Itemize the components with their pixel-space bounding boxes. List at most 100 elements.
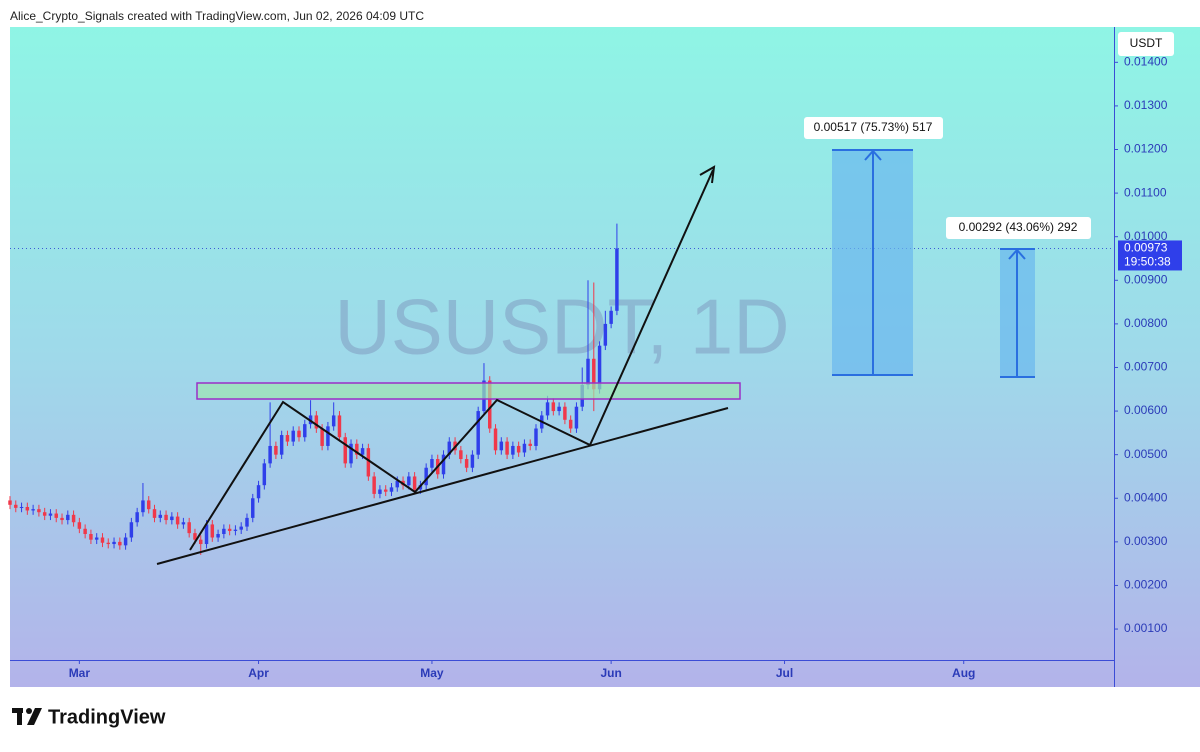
candle-body xyxy=(545,402,550,416)
candle-body xyxy=(135,512,139,523)
candle-body xyxy=(378,489,382,494)
candle-body xyxy=(239,526,243,530)
x-tick-label: May xyxy=(420,666,444,680)
candle-body xyxy=(331,415,336,427)
candle-body xyxy=(164,514,168,521)
candle-body xyxy=(412,476,417,490)
candle-body xyxy=(511,445,515,455)
countdown: 19:50:38 xyxy=(1124,255,1171,269)
candle-body xyxy=(320,428,324,446)
candle-body xyxy=(568,419,573,429)
candle-body xyxy=(389,487,394,492)
candle-body xyxy=(285,435,290,442)
candle-body xyxy=(505,441,509,455)
candle-body xyxy=(337,415,342,438)
candle-body xyxy=(31,509,35,511)
candle-body xyxy=(14,504,18,508)
candle-body xyxy=(372,476,376,494)
candle-body xyxy=(251,498,255,518)
candle-body xyxy=(222,528,226,535)
currency-box xyxy=(1118,32,1174,56)
y-tick-label: 0.01400 xyxy=(1124,54,1168,68)
candle-body xyxy=(129,522,134,538)
candle-body xyxy=(268,445,272,464)
candle-body xyxy=(204,524,209,545)
candle-body xyxy=(199,539,203,545)
x-tick-label: Aug xyxy=(952,666,975,680)
candle-body xyxy=(592,358,596,390)
annotation-box xyxy=(946,217,1091,239)
x-tick-label: Jun xyxy=(600,666,621,680)
candle-body xyxy=(279,435,284,455)
resistance-zone xyxy=(196,382,741,400)
candle-body xyxy=(360,448,365,455)
pattern-line xyxy=(189,169,714,551)
y-tick-label: 0.00200 xyxy=(1124,578,1168,592)
candle-body xyxy=(216,534,220,538)
candle-body xyxy=(303,424,307,438)
candle-body xyxy=(89,534,93,540)
annotation: 0.00517 (75.73%) 517 xyxy=(814,120,933,134)
candle-body xyxy=(25,506,30,511)
candle-body xyxy=(528,443,532,446)
candle-body xyxy=(615,248,619,311)
candle-body xyxy=(447,441,452,455)
candle-body xyxy=(493,428,498,451)
candle-body xyxy=(407,476,411,486)
y-tick-label: 0.01200 xyxy=(1124,142,1168,156)
y-tick-label: 0.00800 xyxy=(1124,316,1168,330)
candle-body xyxy=(187,522,191,534)
candle-body xyxy=(499,441,504,451)
y-tick-label: 0.00100 xyxy=(1124,621,1168,635)
candle-body xyxy=(603,323,608,346)
candle-body xyxy=(94,537,99,540)
candle-body xyxy=(586,358,590,385)
candle-body xyxy=(262,463,267,486)
candle-body xyxy=(19,506,24,508)
candle-body xyxy=(314,415,319,429)
candle-body xyxy=(516,445,521,453)
y-tick-label: 0.00300 xyxy=(1124,534,1168,548)
candle-body xyxy=(349,443,353,464)
y-tick-label: 0.01300 xyxy=(1124,98,1168,112)
annotation-box xyxy=(804,117,943,139)
candle-body xyxy=(141,500,145,513)
measure-arrow-head xyxy=(1008,248,1026,260)
y-tick-label: 0.00500 xyxy=(1124,447,1168,461)
candle-body xyxy=(383,489,388,492)
candle-body xyxy=(37,509,41,513)
logo-icon xyxy=(12,708,42,725)
candle-body xyxy=(476,411,480,455)
y-tick-label: 0.00900 xyxy=(1124,272,1168,286)
candle-body xyxy=(48,513,53,516)
candle-body xyxy=(488,380,492,429)
candle-body xyxy=(71,514,76,523)
candle-body xyxy=(343,437,347,464)
candle-body xyxy=(118,541,122,546)
candle-body xyxy=(60,517,64,521)
candle-body xyxy=(146,500,151,510)
last-price-label: 0.00973 xyxy=(1124,241,1168,255)
arrow-head xyxy=(699,165,716,184)
y-tick-label: 0.00600 xyxy=(1124,403,1168,417)
candle-body xyxy=(522,443,527,453)
candle-body xyxy=(54,513,58,518)
candle-body xyxy=(355,443,359,455)
candle-body xyxy=(574,406,579,429)
candle-body xyxy=(563,406,567,420)
candle-body xyxy=(557,406,561,412)
candle-body xyxy=(170,516,174,521)
y-tick-label: 0.00400 xyxy=(1124,490,1168,504)
footer-logo: TradingView xyxy=(48,706,166,728)
candle-body xyxy=(597,345,602,390)
candle-body xyxy=(152,509,157,518)
annotation: 0.00292 (43.06%) 292 xyxy=(959,220,1078,234)
candle-body xyxy=(366,448,371,477)
candle-body xyxy=(424,467,428,486)
watermark: USUSDT, 1D xyxy=(334,283,789,371)
candle-body xyxy=(291,430,295,442)
candle-body xyxy=(441,454,446,475)
candle-body xyxy=(459,450,463,460)
candle-body xyxy=(551,402,556,412)
